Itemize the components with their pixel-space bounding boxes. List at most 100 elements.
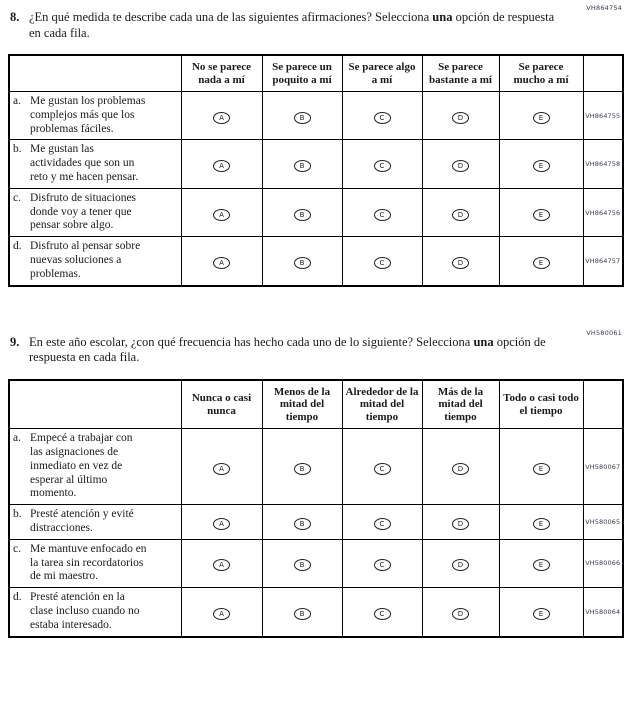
option-cell: B	[261, 139, 343, 189]
option-cell: B	[261, 236, 343, 287]
bubble-option-c[interactable]: C	[373, 111, 391, 124]
column-header: Se parece bastante a mí	[421, 54, 500, 93]
bubble-option-a[interactable]: A	[213, 256, 230, 269]
option-cell: D	[421, 91, 500, 141]
bubble-option-a[interactable]: A	[213, 517, 230, 530]
bubble-option-b[interactable]: B	[293, 111, 311, 124]
option-cell: E	[498, 428, 584, 506]
option-cell: D	[421, 538, 500, 589]
bubble-option-c[interactable]: C	[373, 462, 391, 475]
statement-cell: b. Presté atención y evité distracciones…	[8, 504, 182, 540]
row-accession-code: VH580067	[582, 428, 624, 506]
question-8-response-grid: No se parece nada a mí Se parece un poqu…	[8, 54, 624, 287]
question-8-prompt: ¿En qué medida te describe cada una de l…	[29, 10, 566, 41]
row-accession-code: VH580065	[582, 504, 624, 540]
option-cell: C	[341, 139, 423, 189]
option-cell: B	[261, 504, 343, 540]
statement-text: Disfruto al pensar sobre nuevas solucion…	[30, 240, 141, 280]
question-8-prompt-row: 8. ¿En qué medida te describe cada una d…	[8, 2, 566, 54]
prompt-bold-word: una	[473, 334, 494, 349]
bubble-option-e[interactable]: E	[532, 111, 550, 124]
bubble-option-c[interactable]: C	[373, 517, 391, 530]
bubble-option-b[interactable]: B	[293, 208, 311, 221]
bubble-option-e[interactable]: E	[532, 517, 550, 530]
row-letter: d.	[13, 240, 22, 253]
table-row: c. Disfruto de situaciones donde voy a t…	[8, 187, 624, 238]
prompt-bold-word: una	[432, 10, 453, 24]
bubble-option-d[interactable]: D	[452, 607, 469, 620]
column-header: Menos de la mitad del tiempo	[261, 379, 343, 430]
bubble-option-e[interactable]: E	[532, 607, 550, 620]
bubble-option-d[interactable]: D	[452, 256, 469, 269]
question-9-prompt: En este año escolar, ¿con qué frecuencia…	[29, 335, 566, 366]
option-cell: A	[180, 236, 263, 287]
bubble-option-c[interactable]: C	[373, 256, 391, 269]
bubble-option-b[interactable]: B	[293, 160, 311, 173]
column-header: Se parece mucho a mí	[498, 54, 584, 93]
bubble-option-e[interactable]: E	[532, 208, 550, 221]
bubble-option-a[interactable]: A	[213, 607, 230, 620]
column-header: Nunca o casi nunca	[180, 379, 263, 430]
column-header: Se parece algo a mí	[341, 54, 423, 93]
option-cell: E	[498, 587, 584, 638]
bubble-option-b[interactable]: B	[293, 559, 311, 572]
column-header: Más de la mitad del tiempo	[421, 379, 500, 430]
bubble-option-a[interactable]: A	[213, 462, 230, 475]
option-cell: E	[498, 91, 584, 141]
bubble-option-d[interactable]: D	[452, 462, 469, 475]
row-accession-code: VH864758	[582, 139, 624, 189]
empty-header-cell	[582, 54, 624, 93]
empty-header-cell	[8, 379, 182, 430]
bubble-option-a[interactable]: A	[213, 111, 230, 124]
statement-text: Me gustan las actividades que son un ret…	[30, 143, 139, 184]
bubble-option-d[interactable]: D	[452, 517, 469, 530]
table-row: b. Presté atención y evité distracciones…	[8, 504, 624, 540]
option-cell: A	[180, 139, 263, 189]
table-row: b. Me gustan las actividades que son un …	[8, 139, 624, 189]
statement-cell: d. Disfruto al pensar sobre nuevas soluc…	[8, 236, 182, 287]
question-9-number: 9.	[10, 334, 20, 349]
bubble-option-d[interactable]: D	[452, 111, 469, 124]
table-row: c. Me mantuve enfocado en la tarea sin r…	[8, 538, 624, 589]
option-cell: D	[421, 139, 500, 189]
row-letter: a.	[13, 432, 21, 445]
bubble-option-d[interactable]: D	[452, 208, 469, 221]
option-cell: B	[261, 538, 343, 589]
bubble-option-b[interactable]: B	[293, 462, 311, 475]
bubble-option-a[interactable]: A	[213, 208, 230, 221]
statement-cell: b. Me gustan las actividades que son un …	[8, 139, 182, 189]
bubble-option-a[interactable]: A	[213, 559, 230, 572]
bubble-option-b[interactable]: B	[293, 517, 311, 530]
option-cell: E	[498, 187, 584, 238]
bubble-option-e[interactable]: E	[532, 256, 550, 269]
bubble-option-c[interactable]: C	[373, 559, 391, 572]
bubble-option-e[interactable]: E	[532, 559, 550, 572]
bubble-option-e[interactable]: E	[532, 160, 550, 173]
table-row: a. Me gustan los problemas complejos más…	[8, 91, 624, 141]
statement-text: Empecé a trabajar con las asignaciones d…	[30, 432, 133, 500]
bubble-option-e[interactable]: E	[532, 462, 550, 475]
statement-cell: c. Disfruto de situaciones donde voy a t…	[8, 187, 182, 238]
statement-text: Me gustan los problemas complejos más qu…	[30, 95, 146, 135]
bubble-option-b[interactable]: B	[293, 256, 311, 269]
option-cell: E	[498, 538, 584, 589]
row-letter: c.	[13, 542, 21, 555]
bubble-option-c[interactable]: C	[373, 160, 391, 173]
bubble-option-c[interactable]: C	[373, 208, 391, 221]
option-cell: A	[180, 587, 263, 638]
option-cell: C	[341, 587, 423, 638]
bubble-option-d[interactable]: D	[452, 160, 469, 173]
row-accession-code: VH864757	[582, 236, 624, 287]
bubble-option-a[interactable]: A	[213, 160, 230, 173]
column-header: Alrededor de la mitad del tiempo	[341, 379, 423, 430]
option-cell: E	[498, 236, 584, 287]
option-cell: A	[180, 91, 263, 141]
bubble-option-b[interactable]: B	[293, 607, 311, 620]
question-8-number: 8.	[10, 10, 20, 24]
bubble-option-d[interactable]: D	[452, 559, 469, 572]
bubble-option-c[interactable]: C	[373, 607, 391, 620]
row-accession-code: VH864755	[582, 91, 624, 141]
statement-text: Presté atención y evité distracciones.	[30, 508, 134, 534]
prompt-text: En este año escolar, ¿con qué frecuencia…	[29, 334, 471, 349]
